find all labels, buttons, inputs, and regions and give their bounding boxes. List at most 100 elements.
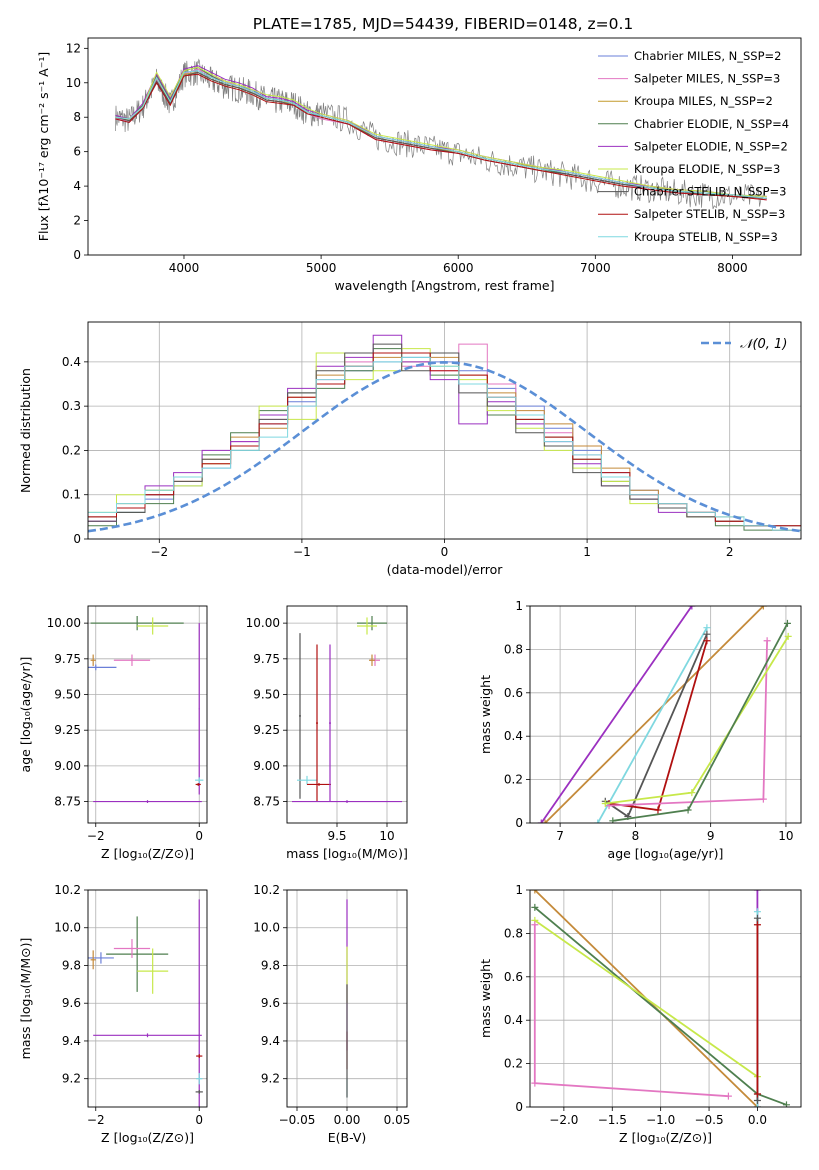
spectrum-xtick-label: 7000: [580, 261, 611, 275]
legend-label: Chabrier ELODIE, N_SSP=4: [634, 117, 789, 131]
age-vs-Z-xtick-label: 0: [195, 829, 203, 843]
mass-weight-marker: [753, 908, 761, 916]
spectrum-ytick-label: 10: [66, 76, 81, 90]
spectrum-xlabel: wavelength [Angstrom, rest frame]: [334, 278, 554, 293]
residuals-xtick-label: 2: [726, 545, 734, 559]
error-bar-point: [137, 948, 169, 994]
mass-weight-marker: [688, 606, 696, 610]
mass-weight-line: [544, 606, 765, 823]
normal-reference-curve: [88, 360, 801, 533]
mass-vs-Z-ytick-label: 9.4: [62, 1034, 81, 1048]
mass-weight-vs-age-frame: [529, 605, 802, 824]
figure-title: PLATE=1785, MJD=54439, FIBERID=0148, z=0…: [253, 15, 634, 33]
residuals-xtick-label: −1: [293, 545, 311, 559]
age-vs-mass-xtick-label: 10: [379, 829, 394, 843]
age-vs-mass-ytick-label: 9.75: [253, 652, 280, 666]
spectrum-ytick-label: 6: [73, 145, 81, 159]
mass-weight-vs-age-ytick-label: 0: [515, 816, 523, 830]
mass-vs-Z-ylabel: mass [log₁₀(M/M⊙)]: [18, 938, 33, 1060]
residual-histogram: [88, 356, 801, 531]
mass-weight-vs-Z-plot-area: [531, 890, 790, 1107]
mass-weight-marker: [703, 624, 711, 632]
mass-weight-vs-age-ytick-label: 0.2: [504, 773, 523, 787]
mass-weight-marker: [753, 914, 761, 922]
error-bar-point: [93, 800, 202, 804]
legend-label: Salpeter MILES, N_SSP=3: [634, 72, 780, 86]
error-bar-point: [90, 950, 96, 970]
error-bar-point: [137, 617, 169, 635]
mass-weight-marker: [541, 819, 549, 823]
spectrum-ytick-label: 12: [66, 41, 81, 55]
age-vs-mass-ytick-label: 10.00: [246, 616, 280, 630]
mass-weight-vs-Z-ytick-label: 1: [515, 883, 523, 897]
mass-vs-Z-xlabel: Z [log₁₀(Z/Z⊙)]: [101, 1130, 194, 1145]
mass-vs-EBV-ytick-label: 10.2: [253, 883, 280, 897]
error-bar-point: [357, 615, 387, 631]
mass-vs-Z-plot-area: [88, 899, 203, 1107]
mass-weight-vs-Z-ytick-label: 0.4: [504, 1013, 523, 1027]
mass-vs-Z-ytick-label: 10.2: [54, 883, 81, 897]
mass-weight-marker: [654, 806, 662, 814]
error-bar-point: [106, 916, 169, 992]
mass-weight-marker: [594, 819, 602, 823]
age-vs-Z-ylabel: age [log₁₀(age/yr)]: [18, 657, 33, 773]
error-bar-point: [316, 644, 318, 802]
age-vs-mass-ytick-label: 8.75: [253, 795, 280, 809]
legend-label: Kroupa ELODIE, N_SSP=3: [634, 162, 780, 176]
mass-weight-line: [605, 635, 789, 805]
error-bar-point: [198, 899, 200, 1107]
legend-label: Chabrier MILES, N_SSP=2: [634, 49, 781, 63]
spectrum-xtick-label: 5000: [306, 261, 337, 275]
residuals-ytick-label: 0: [73, 532, 81, 546]
mass-vs-Z-ytick-label: 9.2: [62, 1072, 81, 1086]
mass-weight-marker: [531, 921, 539, 929]
residuals-xtick-label: −2: [150, 545, 168, 559]
residuals-xlabel: (data-model)/error: [387, 562, 504, 577]
mass-weight-vs-Z-xtick-label: 0.0: [748, 1113, 767, 1127]
residuals-ylabel: Normed distribution: [18, 368, 33, 493]
mass-weight-marker: [759, 795, 767, 803]
mass-weight-marker: [759, 606, 767, 610]
error-bar-point: [307, 783, 331, 786]
error-bar-point: [90, 654, 96, 666]
mass-weight-vs-age-ytick-label: 0.4: [504, 729, 523, 743]
mass-weight-vs-age-ylabel: mass weight: [478, 675, 493, 754]
mass-weight-marker: [703, 630, 711, 638]
error-bar-point: [297, 775, 317, 785]
mass-vs-EBV-ytick-label: 9.8: [261, 958, 280, 972]
mass-weight-marker: [724, 1092, 732, 1100]
mass-vs-Z-frame: [87, 889, 208, 1108]
error-bar-point: [88, 952, 114, 964]
mass-weight-vs-Z-ytick-label: 0.8: [504, 926, 523, 940]
residuals-ytick-label: 0.1: [62, 488, 81, 502]
error-bar-point: [93, 1033, 202, 1038]
error-bar-point: [196, 1054, 203, 1058]
mass-weight-marker: [783, 619, 791, 627]
spectrum-legend: Chabrier MILES, N_SSP=2 Salpeter MILES, N…: [598, 49, 789, 244]
spectrum-ytick-label: 2: [73, 214, 81, 228]
error-bar-point: [195, 783, 201, 786]
error-bar-point: [113, 654, 151, 666]
mass-vs-Z-axes: −2 0 9.2 9.4 9.6 9.8 10.0 10.2 Z [log₁₀(Z/Z⊙)] ma…: [18, 883, 208, 1145]
residuals-xtick-label: 1: [583, 545, 591, 559]
error-bar-point: [198, 623, 200, 795]
legend-label: Kroupa STELIB, N_SSP=3: [634, 230, 778, 244]
mass-weight-line: [534, 919, 759, 1107]
mass-weight-marker: [688, 789, 696, 797]
mass-weight-marker: [684, 806, 692, 814]
residuals-xtick-label: 0: [441, 545, 449, 559]
error-bar-point: [195, 777, 204, 784]
age-vs-Z-xlabel: Z [log₁₀(Z/Z⊙)]: [101, 846, 194, 861]
spectrum-xtick-label: 4000: [169, 261, 200, 275]
mass-vs-Z-xtick-label: 0: [195, 1113, 203, 1127]
spectrum-frame: [87, 37, 802, 256]
residuals-frame: [87, 321, 802, 540]
age-vs-Z-ytick-label: 9.00: [54, 759, 81, 773]
mass-vs-EBV-ytick-label: 9.2: [261, 1072, 280, 1086]
age-vs-Z-ytick-label: 8.75: [54, 795, 81, 809]
plots-layer: 4000 5000 6000 7000 8000024681012wavelength …: [18, 37, 802, 1145]
residual-histogram: [88, 334, 801, 531]
spectrum-ylabel: Flux [fλ10⁻¹⁷ erg cm⁻² s⁻¹ A⁻¹]: [36, 52, 51, 241]
error-bar-point: [357, 617, 377, 635]
